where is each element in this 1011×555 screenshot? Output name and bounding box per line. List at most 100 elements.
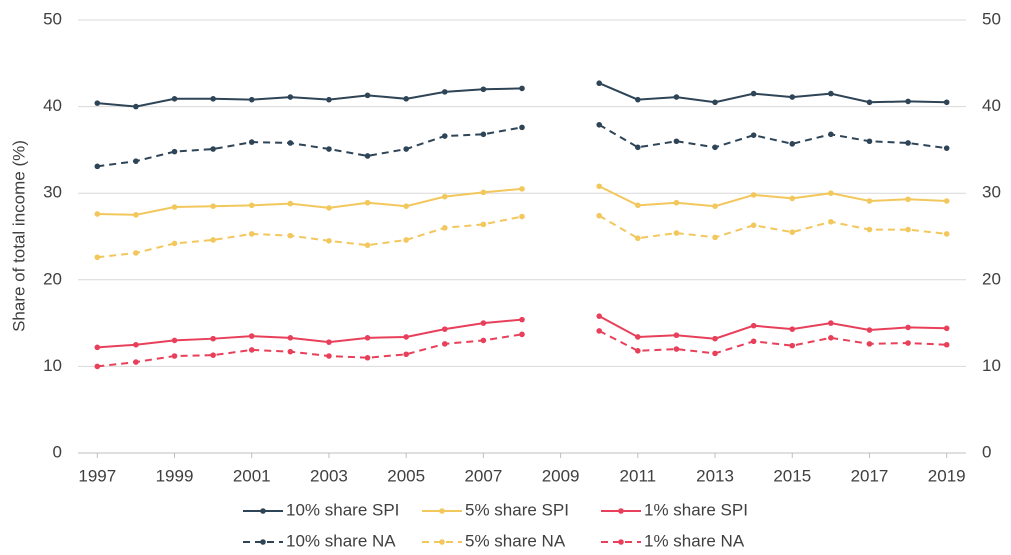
- legend-marker: [260, 508, 266, 514]
- data-point: [519, 316, 525, 323]
- series-line: [97, 315, 947, 349]
- data-point: [828, 131, 834, 138]
- data-point: [403, 96, 409, 102]
- data-point: [673, 138, 680, 145]
- y2-tick-label: 50: [982, 9, 1001, 28]
- data-point: [905, 226, 911, 233]
- data-point: [441, 89, 448, 95]
- data-point: [943, 325, 950, 332]
- legend-label: 1% share SPI: [644, 500, 748, 519]
- data-point: [171, 353, 178, 359]
- legend-marker: [618, 539, 624, 545]
- data-point: [326, 238, 332, 244]
- data-point: [133, 359, 139, 365]
- data-point: [248, 139, 255, 145]
- x-tick-label: 2007: [464, 466, 502, 485]
- data-point: [326, 205, 332, 211]
- data-point: [287, 140, 294, 146]
- data-point: [828, 190, 834, 196]
- data-point: [635, 334, 641, 340]
- data-point: [403, 351, 409, 358]
- data-point: [403, 203, 409, 209]
- data-point: [171, 204, 178, 210]
- data-point: [943, 198, 950, 204]
- data-point: [364, 92, 371, 99]
- data-point: [596, 183, 603, 190]
- x-tick-label: 2015: [773, 466, 811, 485]
- data-point: [248, 333, 255, 339]
- data-point: [364, 335, 371, 341]
- y2-tick-label: 0: [982, 442, 991, 461]
- x-tick-label: 2017: [851, 466, 889, 485]
- data-point: [712, 234, 718, 241]
- data-point: [133, 341, 139, 348]
- x-tick-label: 2005: [387, 466, 425, 485]
- data-point: [905, 98, 911, 105]
- data-point: [750, 322, 757, 329]
- series-line: [97, 185, 947, 216]
- data-point: [673, 94, 680, 100]
- y2-tick-label: 30: [982, 183, 1001, 202]
- data-point: [441, 326, 448, 332]
- data-point: [171, 96, 178, 102]
- data-point: [828, 320, 834, 326]
- data-point: [326, 339, 332, 345]
- data-point: [635, 96, 641, 103]
- series-line: [97, 330, 947, 368]
- data-point: [403, 237, 409, 243]
- data-point: [480, 86, 487, 93]
- data-point: [789, 141, 796, 147]
- x-tick-label: 2009: [542, 466, 580, 485]
- data-point: [210, 237, 216, 243]
- data-point: [326, 353, 332, 359]
- data-point: [943, 231, 950, 237]
- y2-tick-label: 20: [982, 269, 1001, 288]
- data-point: [480, 189, 487, 196]
- series-line: [97, 82, 947, 108]
- data-point: [364, 199, 371, 206]
- data-point: [133, 212, 139, 218]
- data-point: [519, 213, 525, 220]
- data-point: [248, 202, 255, 209]
- data-point: [712, 335, 718, 342]
- x-tick-label: 2001: [233, 466, 271, 485]
- legend-label: 10% share SPI: [286, 500, 399, 519]
- data-point: [403, 334, 409, 340]
- data-point: [866, 226, 873, 233]
- y-tick-label: 40: [43, 96, 62, 115]
- y-tick-label: 50: [43, 9, 62, 28]
- data-point: [133, 250, 139, 256]
- data-point: [866, 198, 873, 204]
- data-point: [364, 153, 371, 159]
- y-tick-label: 30: [43, 183, 62, 202]
- legend-label: 5% share NA: [465, 531, 566, 550]
- legend-marker: [260, 539, 266, 545]
- data-point: [133, 158, 139, 164]
- data-point: [94, 363, 101, 370]
- data-point: [789, 342, 796, 349]
- data-point: [210, 96, 216, 102]
- data-point: [750, 90, 757, 97]
- legend-marker: [439, 539, 445, 545]
- data-point: [789, 94, 796, 100]
- data-point: [789, 195, 796, 202]
- data-point: [943, 341, 950, 348]
- data-point: [712, 99, 718, 106]
- data-point: [712, 350, 718, 357]
- y-tick-label: 0: [53, 442, 62, 461]
- data-point: [750, 338, 757, 345]
- data-point: [171, 337, 178, 344]
- data-point: [635, 235, 641, 242]
- data-point: [596, 328, 603, 334]
- data-point: [364, 354, 371, 361]
- data-point: [94, 254, 101, 261]
- legend-marker: [439, 508, 445, 514]
- legend-label: 1% share NA: [644, 531, 745, 550]
- data-point: [750, 222, 757, 229]
- data-point: [287, 348, 294, 355]
- series-line: [97, 214, 947, 259]
- data-point: [326, 146, 332, 152]
- data-point: [905, 140, 911, 146]
- data-point: [673, 230, 680, 236]
